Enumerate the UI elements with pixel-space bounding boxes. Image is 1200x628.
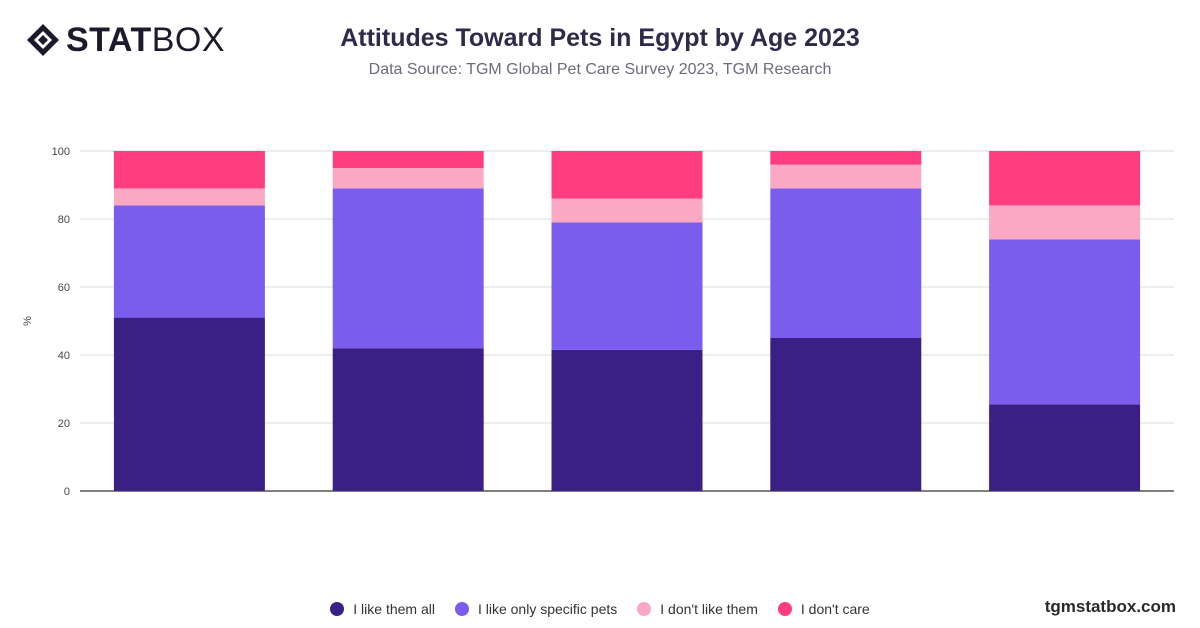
bar-segment [113, 188, 265, 206]
chart-subtitle: Data Source: TGM Global Pet Care Survey … [368, 61, 832, 78]
bar-segment [770, 188, 922, 338]
bar-segment [989, 239, 1141, 405]
legend-swatch [637, 602, 652, 616]
bar-segment [113, 151, 265, 189]
bar-segment [113, 205, 265, 318]
y-tick-label: 60 [58, 282, 70, 294]
bar-segment [551, 151, 703, 199]
bar-segment [332, 151, 484, 168]
legend-label: I don't like them [660, 601, 758, 617]
bar-segment [770, 164, 922, 189]
logo-wordmark: STATBOX [66, 22, 225, 58]
y-tick-label: 80 [58, 214, 70, 226]
y-tick-label: 100 [52, 146, 70, 158]
bar-segment [770, 151, 922, 165]
legend-label: I like them all [353, 601, 435, 617]
chart-legend: I like them all I like only specific pets… [0, 601, 1200, 617]
bar-segment [551, 349, 703, 491]
bar-segment [770, 338, 922, 491]
legend-item[interactable]: I like them all [330, 601, 435, 617]
statbox-logo[interactable]: STATBOX [26, 22, 225, 58]
y-tick-label: 20 [58, 418, 70, 430]
bar-segment [989, 205, 1141, 240]
y-tick-label: 40 [58, 350, 70, 362]
legend-label: I like only specific pets [477, 601, 618, 617]
legend-swatch [330, 602, 345, 616]
y-axis-title: % [22, 316, 34, 326]
bar-segment [332, 348, 484, 491]
y-tick-label: 0 [64, 486, 70, 498]
bar-segment [332, 188, 484, 349]
legend-item[interactable]: I don't like them [637, 601, 758, 617]
bar-segment [989, 151, 1141, 206]
bar-segment [332, 168, 484, 189]
chart-title: Attitudes Toward Pets in Egypt by Age 20… [340, 24, 860, 52]
bar-segment [551, 222, 703, 350]
bar-segment [113, 317, 265, 491]
legend-swatch [777, 602, 792, 616]
logo-wordmark-light: BOX [151, 21, 226, 59]
legend-label: I don't care [800, 601, 870, 617]
legend-swatch [454, 602, 469, 616]
diamond-logo-icon [27, 24, 59, 56]
legend-item[interactable]: I like only specific pets [454, 601, 618, 617]
bar-segment [551, 198, 703, 223]
logo-wordmark-bold: STAT [66, 21, 152, 59]
site-url[interactable]: tgmstatbox.com [1044, 597, 1176, 616]
legend-item[interactable]: I don't care [777, 601, 870, 617]
bar-segment [989, 404, 1141, 491]
